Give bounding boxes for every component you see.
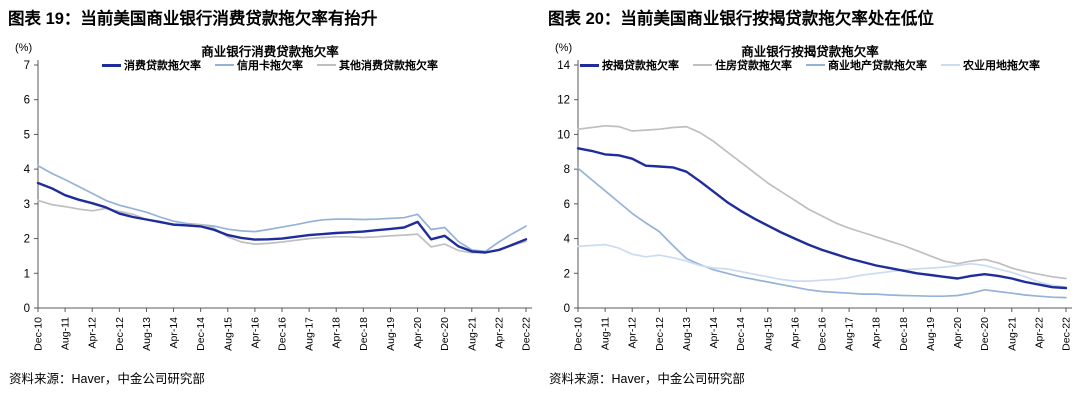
y-tick-label: 8 [564,164,570,176]
x-tick-label: Dec-10 [573,317,585,351]
x-tick-label: Dec-18 [898,317,910,351]
x-tick-label: Aug-19 [925,317,937,351]
x-tick-label: Dec-10 [33,317,45,351]
chart-title: 商业银行按揭贷款拖欠率 [741,45,879,59]
x-tick-label: Aug-13 [681,317,693,351]
x-tick-label: Dec-12 [654,317,666,351]
legend-label: 消费贷款拖欠率 [124,60,201,72]
x-tick-label: Apr-22 [493,317,505,349]
figure-19-title: 图表 19：当前美国商业银行消费贷款拖欠率有抬升 [8,10,378,28]
chart-title: 商业银行消费贷款拖欠率 [201,45,339,59]
x-tick-label: Apr-12 [627,317,639,349]
legend-label: 信用卡拖欠率 [237,60,303,72]
consumer-delinquency-chart: (%) 商业银行消费贷款拖欠率 消费贷款拖欠率 信用卡拖欠率 其他消费贷款拖欠率 0… [0,40,540,370]
x-tick-label: Dec-22 [521,317,533,351]
x-tick-label: Dec-16 [817,317,829,351]
figure-20-title: 图表 20：当前美国商业银行按揭贷款拖欠率处在低位 [548,10,934,28]
x-tick-label: Apr-18 [331,317,343,349]
legend-line-swatch [806,64,825,66]
x-tick-label: Dec-14 [195,317,207,351]
x-tick-label: Dec-12 [114,317,126,351]
legend-line-swatch [317,64,336,66]
x-tick-label: Dec-14 [735,317,747,351]
y-tick-label: 10 [557,129,570,141]
x-tick-label: Apr-18 [871,317,883,349]
x-tick-label: Dec-18 [358,317,370,351]
x-tick-label: Dec-16 [277,317,289,351]
x-tick-label: Apr-12 [87,317,99,349]
x-tick-label: Apr-20 [412,317,424,349]
series-line [576,147,1068,290]
y-tick-label: 2 [24,234,30,246]
x-tick-label: Aug-17 [844,317,856,351]
chart-canvas: 0 1 2 3 4 5 6 7 Dec-10 Aug-11 Apr-12 Dec-12 Aug-13 Ap… [24,60,533,351]
y-axis-unit-label: (%) [15,42,33,54]
y-tick-label: 5 [24,129,30,141]
series-line [577,124,1067,280]
y-tick-label: 0 [564,303,570,315]
x-tick-label: Apr-14 [708,317,720,349]
legend-line-swatch [580,63,599,67]
x-tick-label: Apr-22 [1033,317,1045,349]
x-tick-label: Aug-11 [60,317,72,350]
y-tick-label: 12 [557,95,570,107]
mortgage-delinquency-chart: (%) 商业银行按揭贷款拖欠率 按揭贷款拖欠率 住房贷款拖欠率 商业地产贷款拖欠率 农… [540,40,1080,370]
series-line [577,243,1067,289]
series-line [37,164,527,253]
legend-label: 按揭贷款拖欠率 [602,60,679,72]
x-tick-label: Aug-13 [141,317,153,351]
legend-line-swatch [693,64,712,66]
legend-line-swatch [215,64,234,66]
x-tick-label: Dec-20 [979,317,991,351]
legend-item: 其他消费贷款拖欠率 [317,57,438,73]
x-tick-label: Dec-20 [439,317,451,351]
source-note: 资料来源：Haver，中金公司研究部 [9,372,205,386]
x-tick-label: Apr-16 [789,317,801,349]
chart-legend: 按揭贷款拖欠率 住房贷款拖欠率 商业地产贷款拖欠率 农业用地拖欠率 [540,57,1080,73]
figure-19-panel: 图表 19：当前美国商业银行消费贷款拖欠率有抬升 (%) 商业银行消费贷款拖欠率… [0,10,540,386]
y-tick-label: 3 [24,199,30,211]
chart-legend: 消费贷款拖欠率 信用卡拖欠率 其他消费贷款拖欠率 [0,57,540,73]
series-line [36,181,528,254]
y-tick-label: 14 [557,60,570,72]
legend-label: 其他消费贷款拖欠率 [339,60,438,72]
legend-item: 住房贷款拖欠率 [693,57,792,73]
legend-line-swatch [941,64,960,66]
x-tick-label: Aug-21 [466,317,478,351]
x-tick-label: Aug-11 [600,317,612,350]
chart-canvas: 0 2 4 6 8 10 12 14 Dec-10 Aug-11 Apr-12 Dec-12 Aug-1… [557,60,1073,351]
legend-label: 住房贷款拖欠率 [715,60,792,72]
source-note: 资料来源：Haver，中金公司研究部 [549,372,745,386]
x-tick-label: Apr-20 [952,317,964,349]
x-tick-label: Aug-17 [304,317,316,351]
legend-item: 农业用地拖欠率 [941,57,1040,73]
x-tick-label: Aug-19 [385,317,397,351]
x-tick-label: Dec-22 [1061,317,1073,351]
y-tick-label: 2 [564,268,570,280]
y-axis-unit-label: (%) [555,42,573,54]
series-line [577,167,1067,299]
y-tick-label: 4 [24,164,31,176]
x-tick-label: Aug-21 [1006,317,1018,351]
y-tick-label: 4 [564,234,571,246]
legend-item: 信用卡拖欠率 [215,57,303,73]
x-tick-label: Aug-15 [762,317,774,351]
x-tick-label: Aug-15 [222,317,234,351]
series-line [37,199,527,254]
y-tick-label: 6 [24,95,30,107]
legend-item: 商业地产贷款拖欠率 [806,57,927,73]
legend-item: 消费贷款拖欠率 [102,57,201,73]
legend-line-swatch [102,63,121,67]
y-tick-label: 0 [24,303,30,315]
legend-item: 按揭贷款拖欠率 [580,57,679,73]
y-tick-label: 1 [24,268,30,280]
x-tick-label: Apr-16 [249,317,261,349]
legend-label: 农业用地拖欠率 [963,60,1040,72]
x-tick-label: Apr-14 [168,317,180,349]
y-tick-label: 7 [24,60,30,72]
legend-label: 商业地产贷款拖欠率 [828,60,927,72]
y-tick-label: 6 [564,199,570,211]
figure-20-panel: 图表 20：当前美国商业银行按揭贷款拖欠率处在低位 (%) 商业银行按揭贷款拖欠… [540,0,1080,400]
